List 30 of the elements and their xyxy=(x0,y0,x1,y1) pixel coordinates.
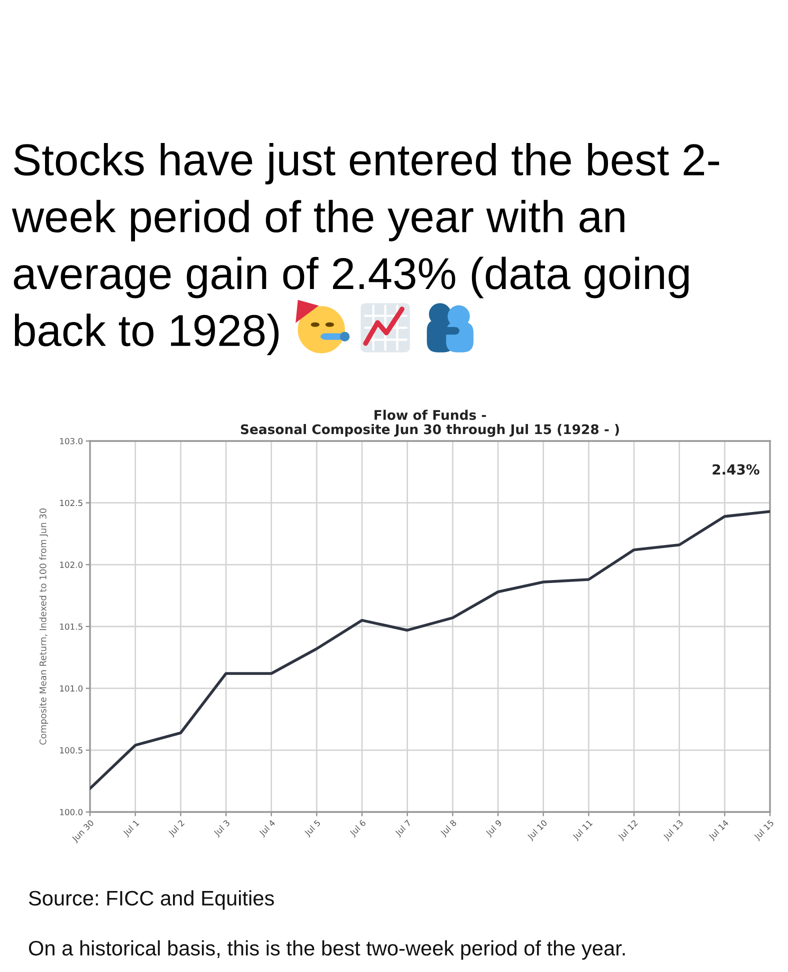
x-tick-label: Jul 7 xyxy=(394,819,412,838)
y-tick-label: 102.0 xyxy=(60,562,82,568)
x-tick-label: Jul 4 xyxy=(258,819,277,838)
chart-subtitle: Flow of Funds - Seasonal Composite Jun 30 through Jul 15 (1928 - ) xyxy=(240,410,619,437)
x-tick-label: Jul 6 xyxy=(348,819,368,838)
x-tick-label: Jul 9 xyxy=(484,819,504,838)
x-tick-label: Jul 1 xyxy=(122,819,140,838)
x-tick-label: Jun 30 xyxy=(71,819,96,844)
y-tick-label: 100.0 xyxy=(60,808,82,816)
line-series xyxy=(90,510,770,790)
x-tick-label: Jul 14 xyxy=(708,819,730,842)
y-tick-label: 103.0 xyxy=(60,438,82,444)
y-tick-label: 102.5 xyxy=(60,500,82,506)
x-tick-label: Jul 12 xyxy=(617,820,640,842)
x-tick-label: Jul 5 xyxy=(304,819,322,838)
y-axis-title: Composite Mean Return, Indexed to 100 from Jun 30 xyxy=(39,508,48,745)
x-tick-label: Jul 8 xyxy=(440,819,458,838)
source-note: Source: FICC and Equities xyxy=(28,890,274,910)
y-tick-label: 100.5 xyxy=(60,747,82,754)
x-tick-label: Jul 13 xyxy=(662,819,685,842)
y-tick-label: 101.0 xyxy=(60,685,82,692)
x-tick-label: Jul 15 xyxy=(753,819,776,842)
chart-title: Stocks have just entered the best 2-week period of the year with an average gain of 2.43% (data going back to 1928) xyxy=(12,143,720,356)
x-tick-label: Jul 10 xyxy=(526,819,549,842)
y-tick-label: 101.5 xyxy=(60,623,82,630)
x-tick-label: Jul 3 xyxy=(212,819,232,838)
annotation: 2.43% xyxy=(712,464,760,475)
x-tick-label: Jul 2 xyxy=(168,820,186,838)
text: On a historical basis, this is the best two-week period of the year. xyxy=(28,940,625,960)
x-tick-label: Jul 11 xyxy=(572,819,594,842)
